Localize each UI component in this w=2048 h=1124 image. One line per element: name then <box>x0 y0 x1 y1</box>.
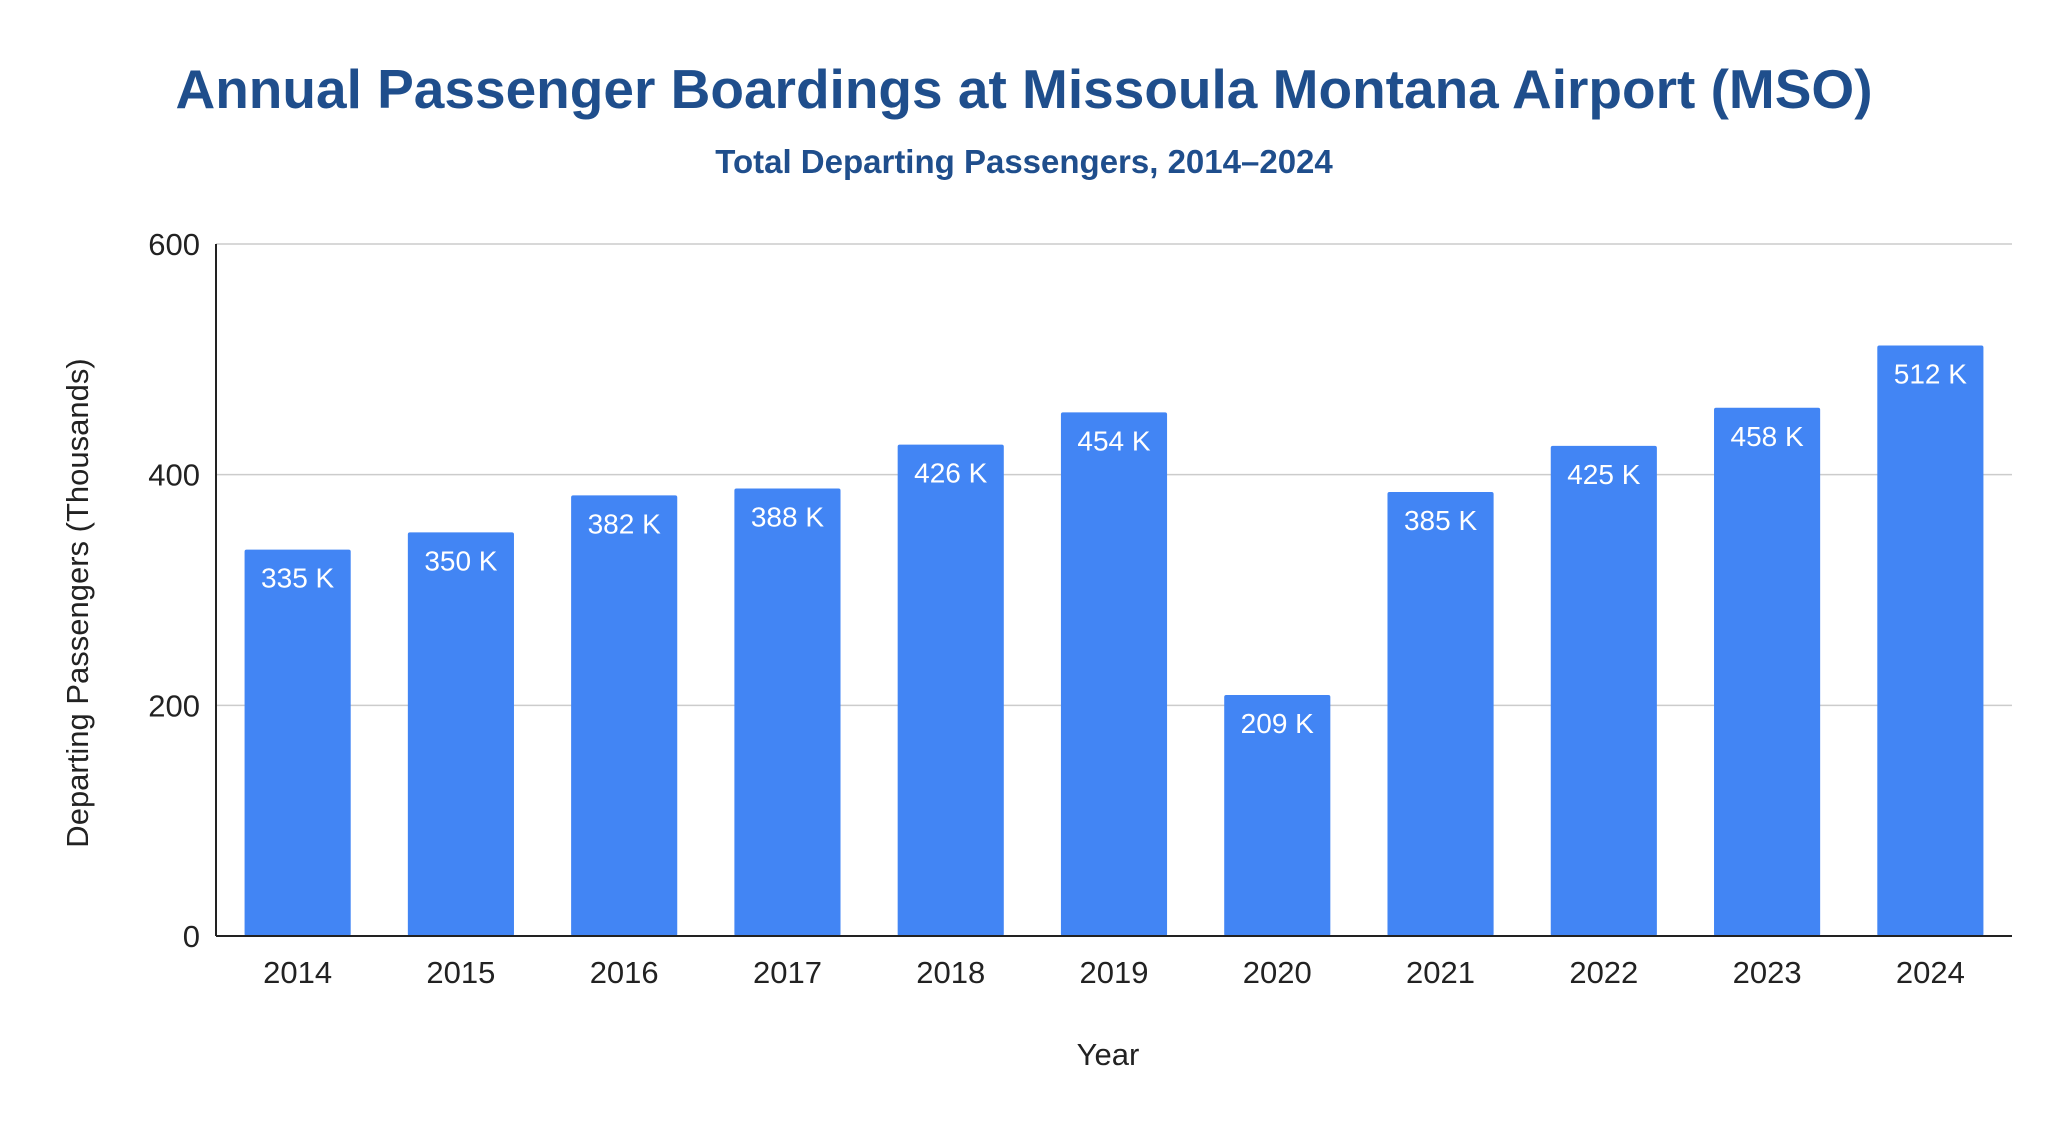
x-tick-label: 2017 <box>753 955 822 990</box>
data-label: 335 K <box>261 563 334 594</box>
data-label: 512 K <box>1894 358 1967 389</box>
x-tick-label: 2015 <box>426 955 495 990</box>
bar <box>1060 412 1168 936</box>
bar <box>734 488 841 936</box>
data-label: 209 K <box>1241 708 1314 739</box>
data-label: 426 K <box>914 458 987 489</box>
y-tick-label: 400 <box>148 458 200 493</box>
axes: 0 200 400 600 2014 2015 2016 2017 2018 2019 2020 20… <box>148 227 2012 990</box>
data-label: 385 K <box>1404 505 1477 536</box>
data-labels: 335 K 350 K 382 K 388 K 426 K 454 K 209 K 385 K… <box>261 358 1967 738</box>
x-tick-label: 2018 <box>916 955 985 990</box>
x-axis-title: Year <box>1077 1037 1140 1072</box>
data-label: 458 K <box>1731 421 1804 452</box>
chart-title: Annual Passenger Boardings at Missoula M… <box>175 58 1872 120</box>
data-label: 425 K <box>1567 459 1640 490</box>
data-label: 350 K <box>424 545 497 576</box>
bar <box>571 495 678 936</box>
data-label: 454 K <box>1077 425 1150 456</box>
data-label: 382 K <box>588 508 661 539</box>
bar <box>897 444 1004 936</box>
bar <box>1550 445 1657 936</box>
chart-subtitle: Total Departing Passengers, 2014–2024 <box>715 143 1333 180</box>
y-axis-title: Departing Passengers (Thousands) <box>60 358 95 847</box>
bar <box>1877 345 1984 936</box>
x-tick-label: 2024 <box>1896 955 1965 990</box>
y-tick-label: 0 <box>183 919 200 954</box>
x-tick-label: 2019 <box>1080 955 1149 990</box>
bar <box>407 532 514 936</box>
x-tick-label: 2016 <box>590 955 659 990</box>
y-tick-label: 600 <box>148 227 200 262</box>
x-tick-label: 2021 <box>1406 955 1475 990</box>
x-tick-label: 2022 <box>1569 955 1638 990</box>
bars <box>244 345 1984 937</box>
y-tick-label: 200 <box>148 688 200 723</box>
bar <box>1387 491 1494 936</box>
data-label: 388 K <box>751 502 824 533</box>
x-tick-label: 2023 <box>1733 955 1802 990</box>
bar <box>1714 407 1821 937</box>
bar <box>1224 694 1331 936</box>
x-tick-label: 2020 <box>1243 955 1312 990</box>
bar <box>244 549 351 936</box>
x-tick-label: 2014 <box>263 955 332 990</box>
